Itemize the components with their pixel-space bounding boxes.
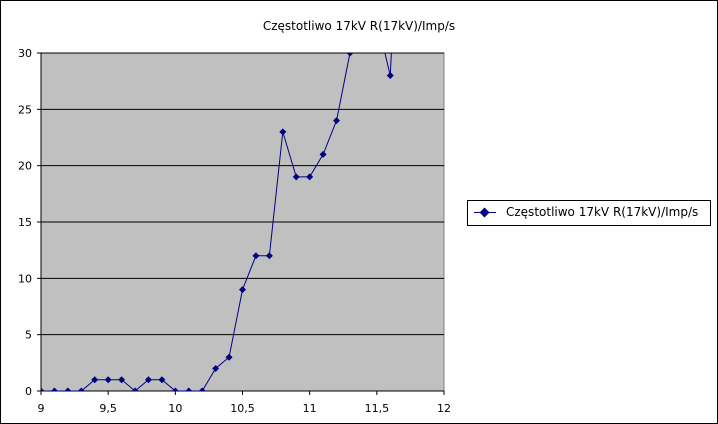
data-point-marker <box>225 353 233 361</box>
x-tick-label: 9 <box>38 402 45 415</box>
data-point-marker <box>171 387 179 391</box>
data-point-marker <box>118 376 126 384</box>
x-tick-label: 11 <box>303 402 317 415</box>
x-tick-label: 10 <box>168 402 182 415</box>
data-point-marker <box>41 387 45 391</box>
x-tick-label: 11,5 <box>365 402 390 415</box>
data-point-marker <box>158 376 166 384</box>
data-point-marker <box>252 252 260 260</box>
data-point-marker <box>131 387 139 391</box>
data-point-marker <box>239 286 246 294</box>
data-point-marker <box>50 387 58 391</box>
series-group <box>41 53 394 391</box>
data-point-marker <box>306 173 314 181</box>
data-point-marker <box>346 53 354 57</box>
y-tick-label: 10 <box>18 272 32 285</box>
legend: Częstotliwo 17kV R(17kV)/Imp/s <box>467 200 711 226</box>
x-tick-label: 10,5 <box>230 402 255 415</box>
x-axis-ticks: 9 9,5 10 10,5 11 11,5 12 <box>38 391 451 415</box>
data-point-marker <box>91 376 99 384</box>
data-point-marker <box>185 387 193 391</box>
data-point-marker <box>319 150 327 158</box>
y-tick-label: 15 <box>18 216 32 229</box>
data-point-marker <box>333 117 341 125</box>
data-point-marker <box>77 387 85 391</box>
y-tick-label: 25 <box>18 103 32 116</box>
data-point-marker <box>64 387 72 391</box>
y-tick-label: 20 <box>18 160 32 173</box>
legend-diamond-icon <box>479 207 490 218</box>
chart-title: Częstotliwo 17kV R(17kV)/Imp/s <box>263 19 455 33</box>
data-point-marker <box>292 173 300 181</box>
data-point-marker <box>386 72 394 80</box>
data-point-marker <box>265 252 273 260</box>
y-axis-ticks: 0 5 10 15 20 25 30 <box>18 47 41 398</box>
data-point-marker <box>198 387 206 391</box>
y-tick-label: 30 <box>18 47 32 60</box>
data-point-marker <box>144 376 152 384</box>
y-tick-label: 5 <box>25 329 32 342</box>
x-tick-label: 9,5 <box>99 402 117 415</box>
x-tick-label: 12 <box>437 402 451 415</box>
data-point-marker <box>104 376 112 384</box>
y-tick-label: 0 <box>25 385 32 398</box>
data-point-marker <box>212 364 220 372</box>
legend-label: Częstotliwo 17kV R(17kV)/Imp/s <box>506 205 699 219</box>
gridlines <box>41 52 444 336</box>
data-point-marker <box>279 128 287 136</box>
